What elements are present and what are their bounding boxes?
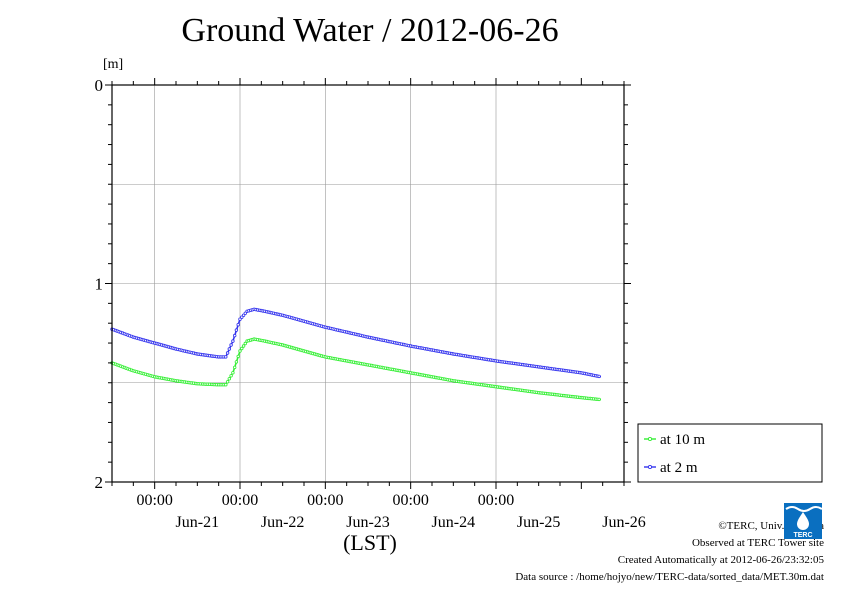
credits-block: ©TERC, Univ. Tsukuba Observed at TERC To… — [515, 518, 824, 586]
data-point — [232, 365, 237, 370]
terc-logo: TERC — [784, 503, 822, 539]
data-point — [225, 351, 230, 355]
x-tick-label-3: 00:00 — [392, 492, 428, 509]
data-point — [236, 354, 240, 359]
chart-title: Ground Water / 2012-06-26 — [181, 12, 559, 49]
data-point — [241, 344, 246, 348]
logo-text: TERC — [793, 532, 812, 539]
data-point — [227, 377, 231, 381]
legend-item-0: at 10 m — [644, 432, 705, 448]
y-axis-unit-label: [m] — [103, 57, 124, 72]
data-point — [597, 374, 601, 379]
data-point — [224, 355, 228, 359]
data-point — [234, 328, 239, 332]
legend-item-1: at 2 m — [644, 460, 698, 476]
legend: at 10 m at 2 m — [637, 423, 823, 483]
data-point — [229, 343, 233, 347]
data-point — [231, 371, 235, 375]
data-point — [238, 317, 242, 321]
y-tick-label-0: 0 — [95, 76, 104, 95]
legend-marker-1 — [647, 464, 653, 470]
data-point — [243, 341, 247, 346]
date-label-Jun-25: Jun-25 — [517, 514, 561, 531]
date-label-Jun-21: Jun-21 — [176, 514, 220, 531]
date-label-Jun-22: Jun-22 — [261, 514, 305, 531]
x-tick-label-4: 00:00 — [478, 492, 514, 509]
grid-lines — [112, 85, 624, 482]
x-tick-label-2: 00:00 — [307, 492, 343, 509]
site-text: Observed at TERC Tower site — [691, 537, 824, 549]
series-layer — [110, 307, 602, 402]
legend-box — [637, 423, 823, 483]
y-tick-label-2: 2 — [95, 473, 104, 492]
data-point — [232, 333, 237, 338]
data-point — [243, 311, 247, 315]
date-label-Jun-23: Jun-23 — [346, 514, 390, 531]
legend-marker-0 — [647, 436, 653, 442]
data-source-text: Data source : /home/hojyo/new/TERC-data/… — [515, 571, 824, 583]
axis-ticks — [105, 78, 631, 489]
legend-label-0: at 10 m — [660, 432, 705, 448]
data-point — [234, 360, 239, 364]
series-at-2m — [110, 307, 602, 379]
y-tick-label-1: 1 — [95, 275, 104, 294]
data-point — [225, 380, 230, 384]
copyright-text: ©TERC, Univ. Tsukuba — [718, 520, 824, 532]
data-point — [224, 383, 228, 387]
legend-label-1: at 2 m — [660, 460, 698, 476]
data-point — [236, 323, 240, 327]
data-point — [227, 347, 231, 351]
data-point — [238, 349, 242, 353]
x-axis-label: (LST) — [343, 530, 397, 555]
data-point — [231, 339, 235, 343]
data-point — [229, 374, 233, 378]
data-point — [240, 346, 244, 351]
x-tick-label-0: 00:00 — [136, 492, 172, 509]
data-point — [597, 397, 601, 402]
series-at-10m — [110, 337, 601, 402]
created-text: Created Automatically at 2012-06-26/23:3… — [617, 554, 824, 566]
date-label-Jun-24: Jun-24 — [432, 514, 476, 531]
data-point — [241, 313, 246, 317]
date-label-Jun-26: Jun-26 — [602, 514, 646, 531]
x-tick-label-1: 00:00 — [222, 492, 258, 509]
